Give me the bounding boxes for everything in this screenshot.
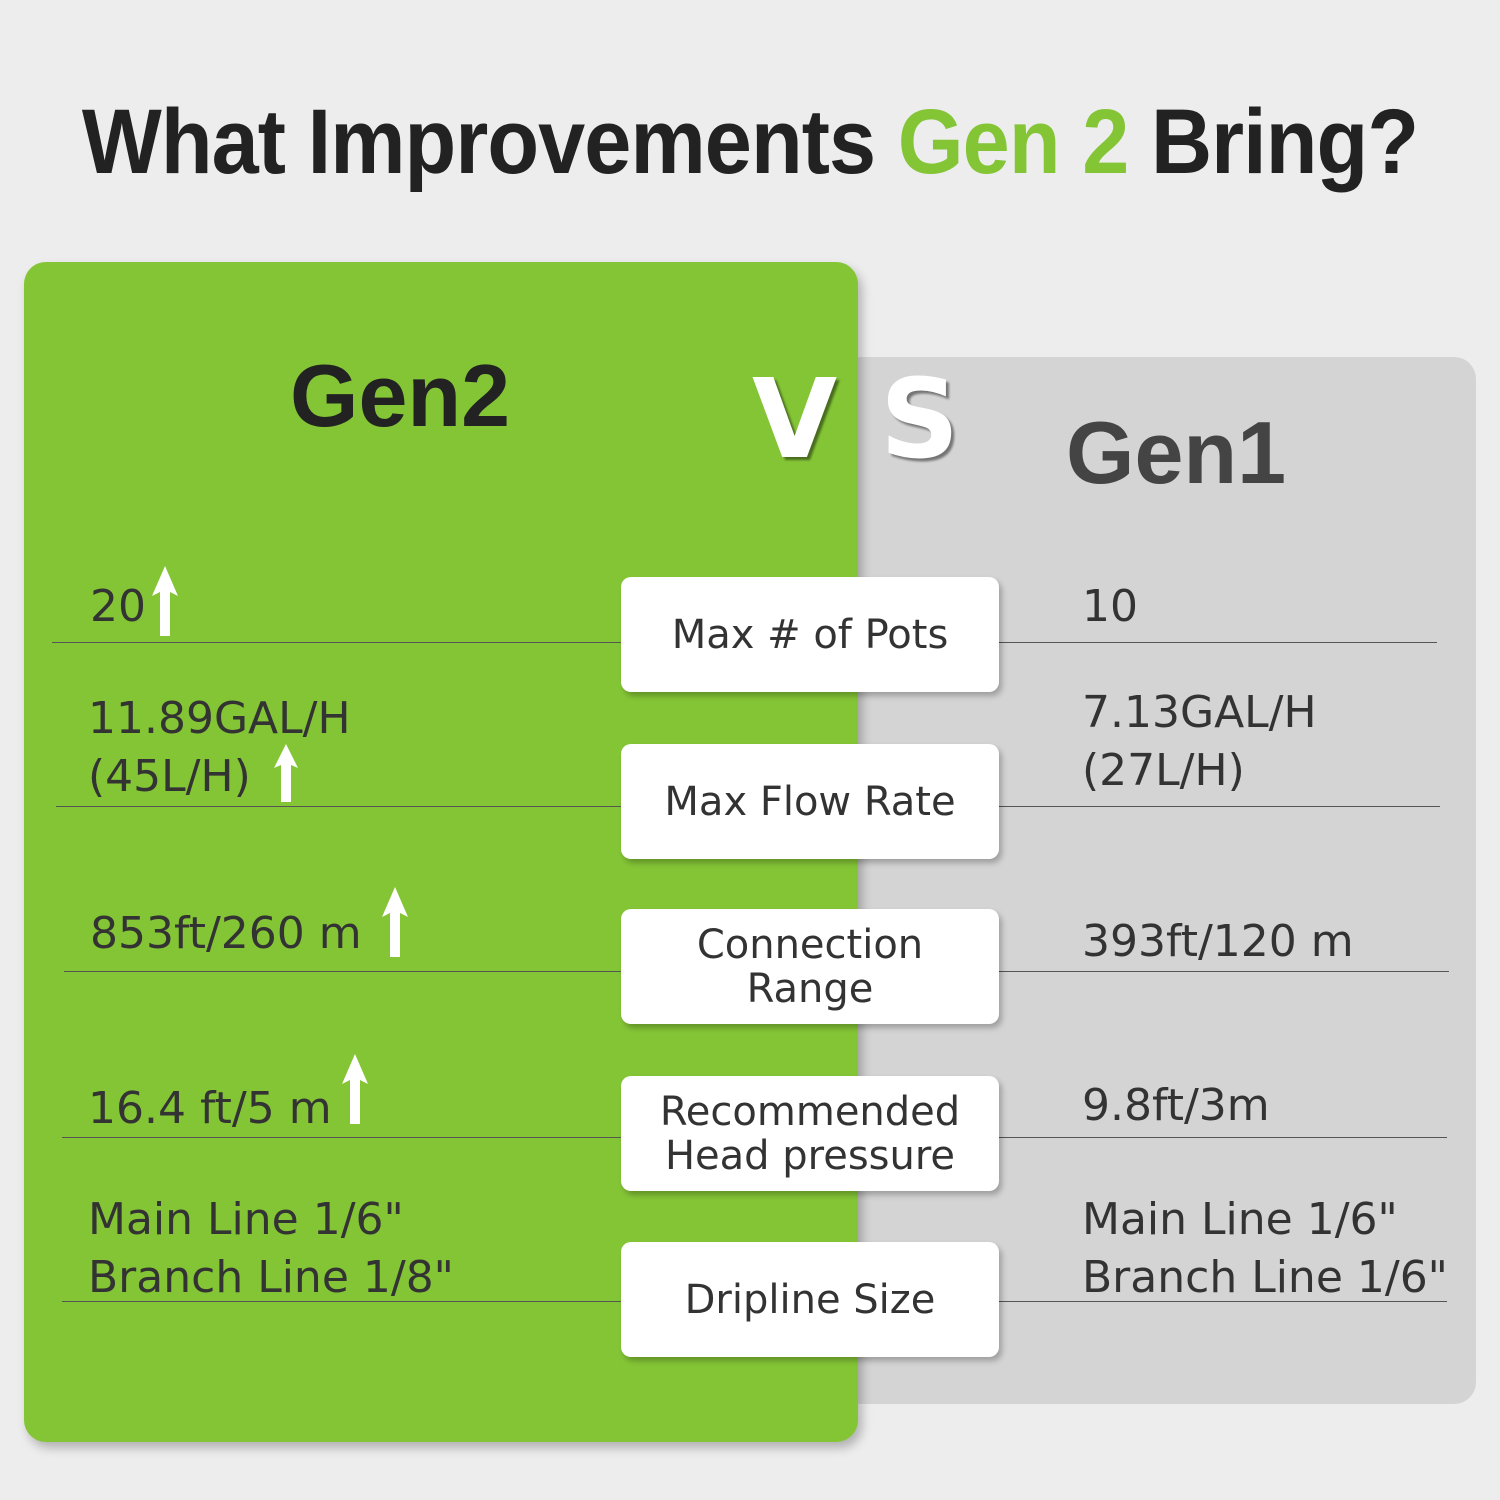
gen1-heading: Gen1 <box>1066 403 1287 502</box>
gen1-value: 393ft/120 m <box>1082 916 1354 967</box>
vs-s: S <box>880 355 960 483</box>
gen2-value: 20 <box>90 581 146 632</box>
gen1-value: 9.8ft/3m <box>1082 1080 1270 1131</box>
title-text: What Improvements <box>81 91 898 193</box>
row-label: Max # of Pots <box>621 577 999 692</box>
gen2-value: 853ft/260 m <box>90 908 362 959</box>
title-text-end: Bring? <box>1128 91 1419 193</box>
page-title: What Improvements Gen 2 Bring? <box>60 90 1440 195</box>
arrow-up-icon <box>274 744 298 802</box>
vs-v: V <box>752 355 838 483</box>
gen1-panel <box>840 357 1476 1404</box>
arrow-up-icon <box>382 887 408 957</box>
gen2-value: 16.4 ft/5 m <box>88 1083 332 1134</box>
gen2-heading: Gen2 <box>290 346 511 445</box>
row-label: Recommended Head pressure <box>621 1076 999 1191</box>
gen1-value: Main Line 1/6" Branch Line 1/6" <box>1082 1194 1448 1303</box>
row-label: Max Flow Rate <box>621 744 999 859</box>
arrow-up-icon <box>152 566 178 636</box>
title-highlight: Gen 2 <box>897 91 1130 193</box>
row-label: Connection Range <box>621 909 999 1024</box>
gen1-value: 10 <box>1082 581 1138 632</box>
gen2-value: 11.89GAL/H (45L/H) <box>88 693 351 802</box>
gen2-value: Main Line 1/6" Branch Line 1/8" <box>88 1194 454 1303</box>
gen1-value: 7.13GAL/H (27L/H) <box>1082 687 1317 796</box>
row-label: Dripline Size <box>621 1242 999 1357</box>
arrow-up-icon <box>342 1054 368 1124</box>
